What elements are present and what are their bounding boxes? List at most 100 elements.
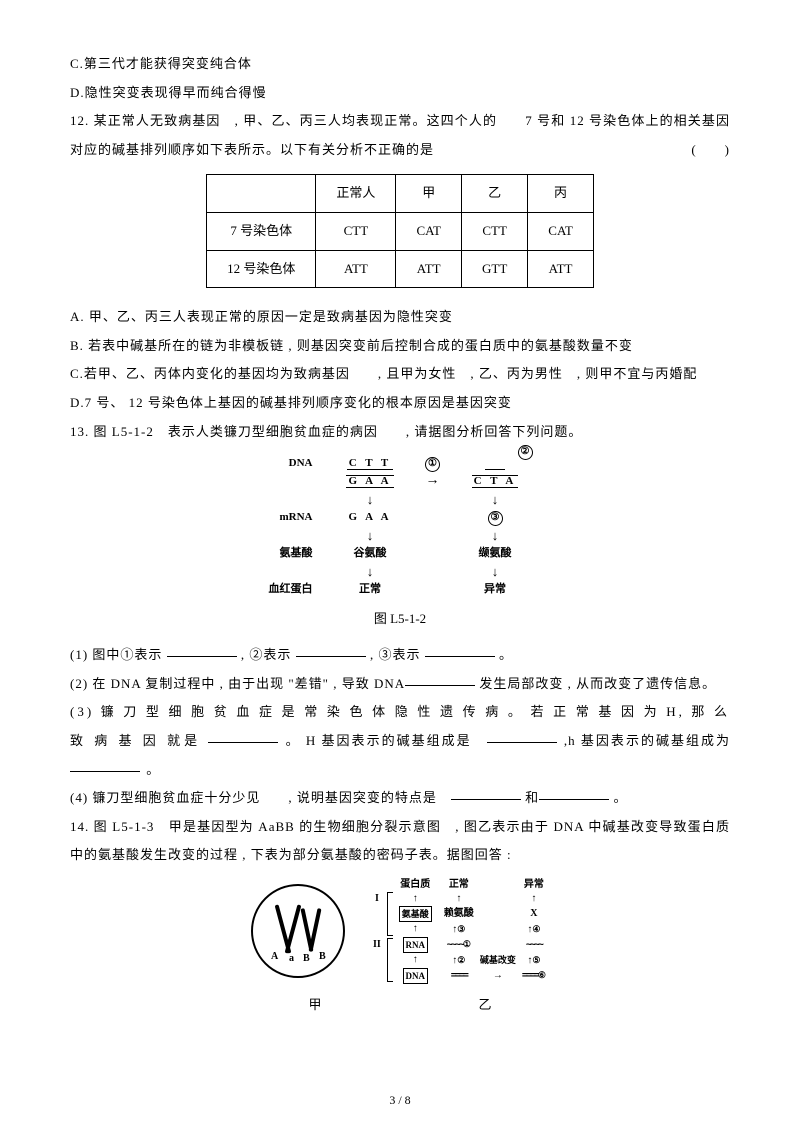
page-number: 3 / 8: [0, 1087, 800, 1113]
hb-right: 异常: [453, 577, 538, 601]
cell: 丙: [528, 175, 594, 213]
q13-2: (2) 在 DNA 复制过程中 , 由于出现 "差错" , 导致 DNA 发生局…: [70, 670, 730, 699]
table-row: 7 号染色体 CTT CAT CTT CAT: [207, 212, 594, 250]
mark-1b: ①: [463, 939, 471, 949]
aa-right: 缬氨酸: [453, 541, 538, 565]
base-change: 碱基改变: [477, 953, 519, 968]
cell: CTT: [316, 212, 396, 250]
blank[interactable]: [296, 656, 366, 657]
blank[interactable]: [451, 799, 521, 800]
text: , ③表示: [370, 647, 425, 662]
q12-paren: ( ): [691, 136, 730, 165]
page: C.第三代才能获得突变纯合体 D.隐性突变表现得早而纯合得慢 12. 某正常人无…: [0, 0, 800, 1133]
d512-label-mrna: mRNA: [263, 505, 328, 529]
bracket-icon: [387, 938, 393, 982]
q13-4: (4) 镰刀型细胞贫血症十分少见 , 说明基因突变的特点是 和 。: [70, 784, 730, 813]
cell: GTT: [462, 250, 528, 288]
q12-stem: 12. 某正常人无致病基因 , 甲、乙、丙三人均表现正常。这四个人的 7 号和 …: [70, 107, 730, 164]
q12-stem-text: 12. 某正常人无致病基因 , 甲、乙、丙三人均表现正常。这四个人的 7 号和 …: [70, 113, 730, 157]
cell: ATT: [396, 250, 462, 288]
cell: CAT: [528, 212, 594, 250]
q12-c: C.若甲、乙、丙体内变化的基因均为致病基因 , 且甲为女性 , 乙、丙为男性 ,…: [70, 360, 730, 389]
mark-2b: ②: [457, 955, 465, 965]
option-c: C.第三代才能获得突变纯合体: [70, 50, 730, 79]
text: 。 H 基因表示的碱基组成是: [286, 733, 487, 748]
text: (4) 镰刀型细胞贫血症十分少见 , 说明基因突变的特点是: [70, 790, 451, 805]
text: , ②表示: [241, 647, 296, 662]
diagram-513: A a B B 蛋白质 正常 异常 I ↑↑↑: [251, 878, 549, 984]
d512-label-aa: 氨基酸: [263, 541, 328, 565]
cell: 甲: [396, 175, 462, 213]
cell: 乙: [462, 175, 528, 213]
sub-jia: 甲: [308, 991, 321, 1020]
arrow-down-icon: ↓: [328, 493, 413, 506]
blank[interactable]: [405, 685, 475, 686]
rna-label: RNA: [403, 937, 429, 953]
d512-label-hb: 血红蛋白: [263, 577, 328, 601]
wavy-icon: ====: [522, 969, 538, 983]
label-a: a: [289, 948, 294, 970]
blank[interactable]: [425, 656, 495, 657]
cell: 正常人: [316, 175, 396, 213]
flow-table: 蛋白质 正常 异常 I ↑↑↑ 氨基酸 赖氨酸 X: [370, 878, 549, 984]
label-A: A: [271, 946, 278, 968]
figure-l5-1-3: A a B B 蛋白质 正常 异常 I ↑↑↑: [70, 878, 730, 1019]
q14-stem: 14. 图 L5-1-3 甲是基因型为 AaBB 的生物细胞分裂示意图 , 图乙…: [70, 813, 730, 870]
mark-II: II: [370, 937, 384, 953]
q13-1: (1) 图中①表示 , ②表示 , ③表示 。: [70, 641, 730, 670]
abnormal-label: 异常: [519, 878, 549, 892]
blank[interactable]: [487, 742, 557, 743]
blank[interactable]: [539, 799, 609, 800]
dna-bot-left: G A A: [346, 475, 393, 488]
diagram-512: DNA C T T ① ② G A A → C T: [263, 454, 538, 598]
wavy-icon: ====: [451, 969, 467, 983]
arrow-down-icon: ↓: [453, 565, 538, 578]
cell-diagram: A a B B: [251, 884, 345, 978]
text: (1) 图中①表示: [70, 647, 167, 662]
aa-x: X: [519, 906, 549, 922]
arrow-down-icon: ↓: [328, 565, 413, 578]
q13-3: (3) 镰 刀 型 细 胞 贫 血 症 是 常 染 色 体 隐 性 遗 传 病 …: [70, 698, 730, 784]
text: 。: [499, 647, 513, 662]
label-B1: B: [303, 948, 310, 970]
q12-b: B. 若表中碱基所在的链为非模板链 , 则基因突变前后控制合成的蛋白质中的氨基酸…: [70, 332, 730, 361]
cell: ATT: [316, 250, 396, 288]
dna-bot-right: C T A: [472, 475, 519, 488]
text: 。: [613, 790, 627, 805]
text: 。: [146, 762, 162, 777]
text: (2) 在 DNA 复制过程中 , 由于出现 "差错" , 导致 DNA: [70, 676, 405, 691]
cell: [207, 175, 316, 213]
blank[interactable]: [208, 742, 278, 743]
cell: 7 号染色体: [207, 212, 316, 250]
cell: ATT: [528, 250, 594, 288]
option-d: D.隐性突变表现得早而纯合得慢: [70, 79, 730, 108]
table-row: 12 号染色体 ATT ATT GTT ATT: [207, 250, 594, 288]
mark-2: ②: [518, 445, 533, 460]
cell: CTT: [462, 212, 528, 250]
sub-labels: 甲 乙: [230, 991, 570, 1020]
text: 发生局部改变 , 从而改变了遗传信息。: [479, 676, 716, 691]
normal-label: 正常: [441, 878, 477, 892]
arrow-down-icon: ↓: [453, 529, 538, 542]
mark-5: ⑤: [532, 955, 540, 965]
dna-label: DNA: [403, 968, 429, 984]
wavy-icon: ~~~~: [447, 938, 463, 952]
mark-3: ③: [488, 511, 503, 526]
blank[interactable]: [167, 656, 237, 657]
arrow-down-icon: ↓: [328, 529, 413, 542]
table-row: 正常人 甲 乙 丙: [207, 175, 594, 213]
cell: CAT: [396, 212, 462, 250]
q12-d: D.7 号、 12 号染色体上基因的碱基排列顺序变化的根本原因是基因突变: [70, 389, 730, 418]
wavy-icon: ~~~~: [526, 938, 542, 952]
aa-label: 氨基酸: [399, 906, 432, 922]
aa-left: 谷氨酸: [328, 541, 413, 565]
bracket-icon: [387, 892, 393, 936]
text: 和: [525, 790, 539, 805]
sub-yi: 乙: [478, 991, 491, 1020]
blank[interactable]: [70, 771, 140, 772]
mrna-right: ③: [453, 505, 538, 529]
label-B2: B: [319, 946, 326, 968]
mrna-left: G A A: [328, 505, 413, 529]
dna-left-bot: G A A: [328, 469, 413, 493]
arrow-down-icon: ↓: [453, 493, 538, 506]
